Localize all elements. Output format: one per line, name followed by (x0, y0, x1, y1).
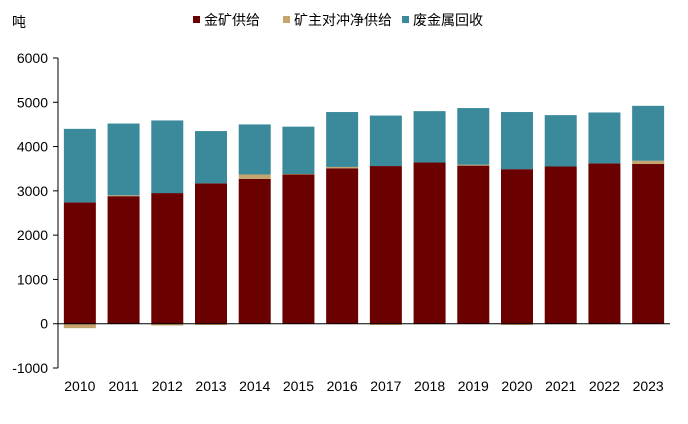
bar-segment-series-1 (238, 174, 271, 179)
y-tick-label: 0 (40, 316, 48, 332)
y-tick-label: 5000 (17, 94, 48, 110)
x-tick-label: 2019 (458, 378, 489, 394)
x-tick-label: 2020 (501, 378, 532, 394)
bar-segment-series-2 (501, 112, 533, 170)
bar-segment-series-0 (195, 183, 227, 324)
bar-segment-series-2 (544, 115, 577, 167)
bar-segment-series-2 (326, 112, 359, 167)
y-tick-label: 6000 (17, 50, 48, 66)
bar-segment-series-1 (195, 323, 227, 326)
bar-segment-series-1 (107, 195, 140, 197)
bar-segment-series-2 (63, 128, 96, 203)
x-tick-label: 2013 (195, 378, 226, 394)
bar-segment-series-1 (326, 166, 359, 169)
y-tick-label: -1000 (12, 360, 48, 376)
y-axis: -1000 0 1000 2000 3000 4000 5000 6000 (12, 50, 59, 376)
bar-segment-series-0 (457, 165, 490, 324)
x-tick-label: 2023 (633, 378, 664, 394)
bar-segment-series-2 (588, 112, 621, 164)
x-axis: 2010 2011 2012 2013 2014 2015 2016 2017 2018 2019… (58, 323, 670, 394)
legend-swatch (193, 16, 200, 23)
bar-segment-series-2 (369, 115, 402, 167)
bar-segment-series-0 (501, 169, 533, 324)
bar-segment-series-0 (107, 196, 140, 324)
bar-segment-series-0 (588, 163, 621, 324)
bar-segment-series-1 (282, 174, 315, 175)
bar-segment-series-1 (63, 323, 96, 329)
y-tick-label: 3000 (17, 183, 48, 199)
x-tick-label: 2017 (370, 378, 401, 394)
x-tick-label: 2014 (239, 378, 270, 394)
bar-segment-series-0 (369, 166, 402, 324)
y-tick-label: 2000 (17, 227, 48, 243)
bar-segment-series-0 (63, 202, 96, 324)
x-tick-label: 2018 (414, 378, 445, 394)
y-tick-label: 4000 (17, 139, 48, 155)
x-tick-label: 2015 (283, 378, 314, 394)
x-tick-label: 2021 (545, 378, 576, 394)
bar-segment-series-1 (457, 164, 490, 166)
bar-segment-series-0 (151, 193, 184, 324)
bar-segment-series-2 (282, 126, 315, 175)
bar-segment-series-0 (282, 174, 315, 324)
x-tick-label: 2011 (109, 378, 139, 394)
bar-segment-series-0 (238, 178, 271, 324)
bar-segment-series-1 (151, 323, 184, 326)
bar-segment-series-0 (413, 162, 446, 324)
x-tick-label: 2010 (64, 378, 95, 394)
legend-label: 矿主对冲净供给 (294, 13, 392, 29)
bar-segment-series-2 (238, 124, 271, 175)
legend: 金矿供给 矿主对冲净供给 废金属回收 (193, 13, 483, 29)
bar-segment-series-2 (457, 108, 490, 165)
bar-segment-series-2 (195, 131, 227, 184)
bar-segment-series-0 (326, 168, 359, 324)
bar-segment-series-2 (413, 111, 446, 163)
unit-label: 吨 (12, 15, 26, 31)
bar-segment-series-1 (369, 323, 402, 326)
legend-swatch (402, 16, 409, 23)
bar-segment-series-2 (107, 123, 140, 196)
bar-segment-series-1 (501, 323, 533, 326)
bar-segment-series-1 (632, 160, 665, 164)
legend-label: 废金属回收 (413, 13, 483, 29)
bar-segment-series-2 (151, 120, 184, 194)
legend-label: 金矿供给 (204, 13, 260, 29)
bar-segment-series-0 (544, 166, 577, 324)
y-tick-label: 1000 (17, 271, 48, 287)
x-tick-label: 2012 (152, 378, 183, 394)
x-tick-label: 2016 (327, 378, 358, 394)
bar-segment-series-0 (632, 163, 665, 324)
bar-segment-series-2 (632, 105, 665, 161)
legend-swatch (283, 16, 290, 23)
x-tick-label: 2022 (589, 378, 620, 394)
bars (63, 105, 665, 329)
